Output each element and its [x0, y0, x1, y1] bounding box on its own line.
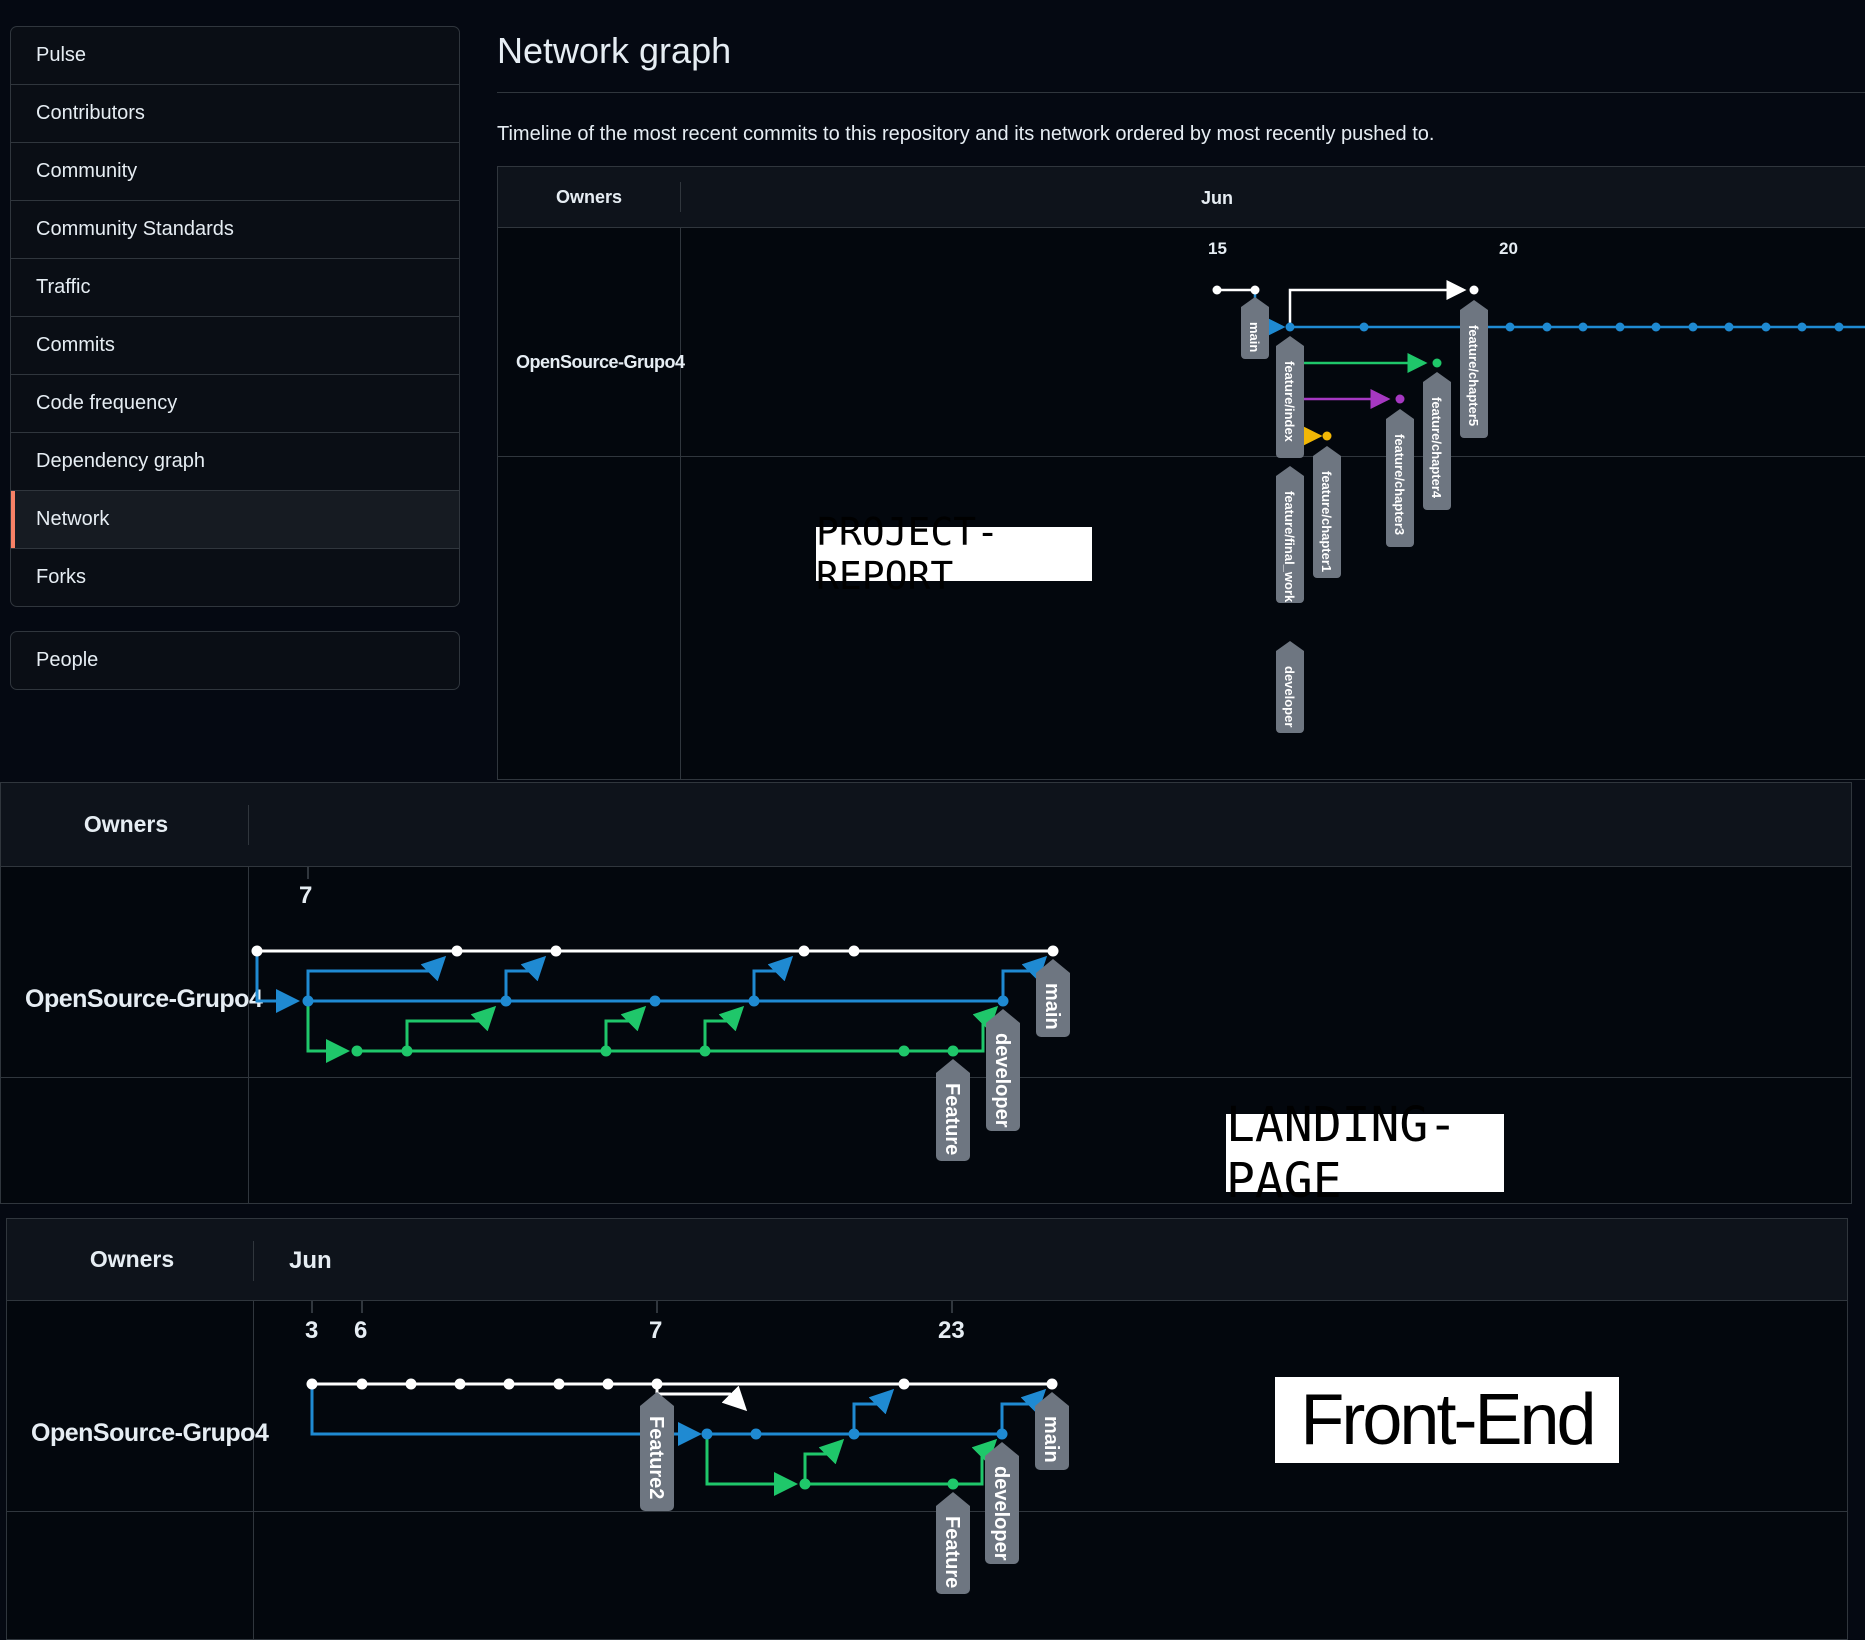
branch-label-feature-chapter5: feature/chapter5	[1466, 325, 1481, 426]
menu-item-forks[interactable]: Forks	[11, 548, 459, 606]
menu-item-pulse[interactable]: Pulse	[36, 44, 87, 66]
commit-dots	[306, 1378, 1058, 1490]
people-menu: People	[10, 631, 460, 690]
network-graph-landing-page[interactable]: Owners OpenSource-Grupo4 7 LANDING-PAGE	[0, 782, 1852, 1204]
day-label: 7	[299, 882, 313, 909]
commit-dots	[1212, 285, 1844, 441]
branch-label-main: main	[1247, 322, 1262, 352]
day-label: 15	[1208, 239, 1227, 258]
month-label: Jun	[1201, 188, 1234, 208]
menu-item-community[interactable]: Community	[11, 142, 459, 200]
branch-label-feature-chapter4: feature/chapter4	[1429, 397, 1444, 499]
branch-label-developer: developer	[990, 1466, 1012, 1561]
page-description: Timeline of the most recent commits to t…	[497, 123, 1435, 145]
page-title: Network graph	[497, 30, 732, 71]
menu-item-commits[interactable]: Commits	[11, 316, 459, 374]
branch-label-developer: developer	[1282, 666, 1297, 727]
commit-graph: main feature/index feature/final_work de…	[1212, 280, 1865, 733]
owners-header: Owners	[89, 1246, 175, 1272]
commit-graph: main developer Feature Feature2	[306, 1301, 1069, 1594]
repo-name-banner: Front-End	[1275, 1377, 1619, 1463]
branch-label-feature-index: feature/index	[1282, 361, 1297, 443]
menu-item-traffic[interactable]: Traffic	[11, 258, 459, 316]
day-label: 3	[305, 1317, 319, 1344]
day-label: 6	[354, 1317, 368, 1344]
commit-dots	[251, 945, 1059, 1057]
owner-name[interactable]: OpenSource-Grupo4	[516, 352, 685, 372]
title-divider	[497, 92, 1865, 93]
owner-name[interactable]: OpenSource-Grupo4	[25, 985, 263, 1013]
branch-label-feature-chapter1: feature/chapter1	[1319, 471, 1334, 572]
owner-name[interactable]: OpenSource-Grupo4	[31, 1419, 269, 1447]
network-graph-front-end[interactable]: Owners Jun OpenSource-Grupo4 3 6 7 23 Fr…	[6, 1218, 1848, 1640]
month-label: Jun	[289, 1247, 332, 1274]
branch-label-feature: Feature	[941, 1516, 963, 1588]
branch-label-main: main	[1040, 1416, 1062, 1463]
repo-insights-menu: Pulse Contributors Community Community S…	[10, 26, 460, 607]
day-label: 20	[1499, 239, 1518, 258]
menu-item-contributors[interactable]: Contributors	[11, 84, 459, 142]
owners-header: Owners	[83, 811, 169, 837]
day-label: 23	[938, 1317, 965, 1344]
day-label: 7	[649, 1317, 663, 1344]
branch-label-developer: developer	[991, 1033, 1013, 1128]
network-graph-project-report[interactable]: Owners Jun OpenSource-Grupo4 15 20 PROJE…	[497, 166, 1865, 780]
branch-label-feature: Feature	[941, 1083, 963, 1155]
branch-label-feature-chapter3: feature/chapter3	[1392, 434, 1407, 535]
owners-header: Owners	[555, 187, 623, 207]
branch-label-feature2: Feature2	[645, 1416, 667, 1499]
menu-item-network[interactable]: Network	[11, 490, 459, 548]
menu-item-community-standards[interactable]: Community Standards	[11, 200, 459, 258]
branch-label-feature-final-work: feature/final_work	[1282, 491, 1297, 603]
branch-label-main: main	[1041, 983, 1063, 1030]
menu-item-code-frequency[interactable]: Code frequency	[11, 374, 459, 432]
menu-item-dependency-graph[interactable]: Dependency graph	[11, 432, 459, 490]
commit-graph: main developer Feature	[251, 867, 1070, 1161]
menu-item-people[interactable]: People	[36, 649, 99, 671]
